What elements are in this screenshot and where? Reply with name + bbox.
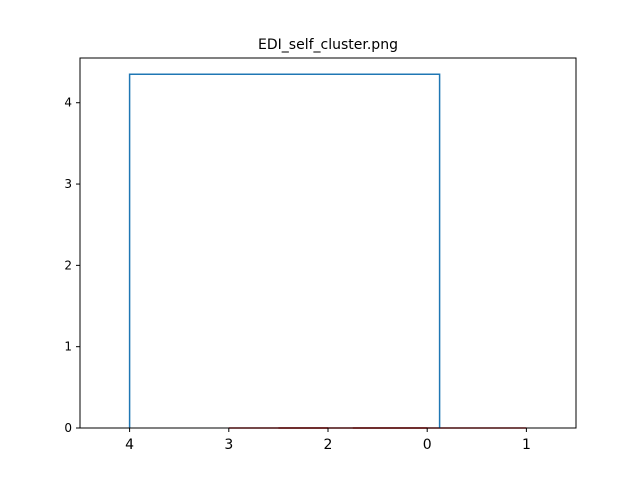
plot-frame (79, 57, 577, 429)
y-tick-label: 2 (64, 258, 72, 272)
x-axis: 4 3 2 0 1 (125, 428, 531, 453)
chart-title: EDI_self_cluster.png (258, 37, 398, 53)
x-tick-label: 4 (125, 437, 134, 453)
y-tick-label: 3 (64, 177, 72, 191)
y-axis: 0 1 2 3 4 (64, 96, 80, 435)
y-tick-label: 4 (64, 96, 72, 110)
y-tick-label: 0 (64, 421, 72, 435)
y-tick-label: 1 (64, 340, 72, 354)
x-tick-label: 3 (224, 437, 233, 453)
x-tick-label: 1 (522, 437, 531, 453)
link-root (128, 73, 441, 428)
x-tick-label: 2 (324, 437, 333, 453)
x-tick-label: 0 (423, 437, 432, 453)
